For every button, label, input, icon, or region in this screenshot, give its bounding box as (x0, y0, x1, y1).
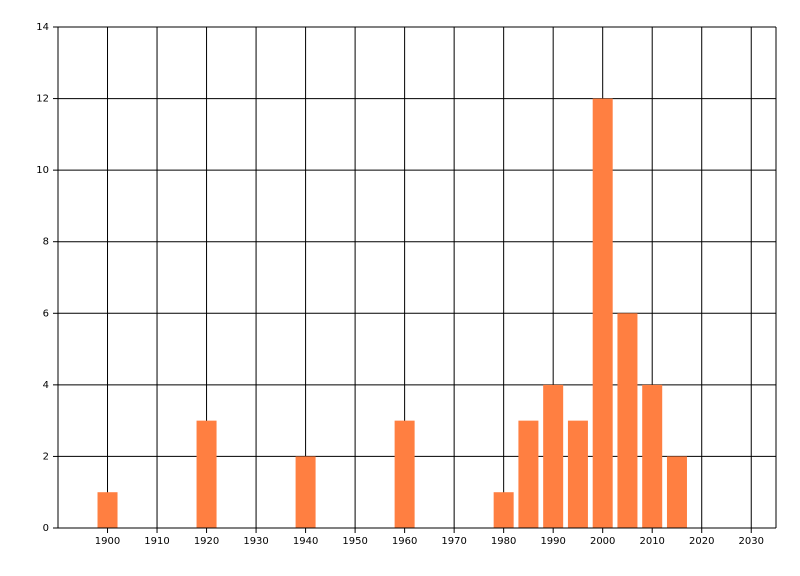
bar (543, 384, 564, 528)
bar (97, 492, 118, 528)
y-tick-label: 0 (43, 523, 49, 534)
bar (518, 420, 539, 528)
x-tick-label: 1910 (144, 536, 169, 547)
y-tick-label: 8 (43, 237, 49, 248)
x-tick-label: 1950 (342, 536, 367, 547)
bar (295, 456, 316, 528)
x-tick-label: 1940 (293, 536, 318, 547)
y-tick-label: 12 (36, 94, 49, 105)
bar (666, 456, 687, 528)
bar (567, 420, 588, 528)
y-tick-label: 14 (36, 22, 49, 33)
bar (642, 384, 663, 528)
bar (493, 492, 514, 528)
x-tick-label: 1970 (441, 536, 466, 547)
x-tick-label: 1900 (95, 536, 120, 547)
bar (394, 420, 415, 528)
x-tick-label: 1990 (540, 536, 565, 547)
y-tick-label: 4 (43, 380, 49, 391)
y-tick-label: 6 (43, 308, 49, 319)
y-tick-label: 10 (36, 165, 49, 176)
x-tick-label: 2030 (739, 536, 764, 547)
y-tick-label: 2 (43, 451, 49, 462)
x-tick-label: 2000 (590, 536, 615, 547)
x-tick-label: 1920 (194, 536, 219, 547)
bar (617, 313, 638, 528)
x-tick-label: 2020 (689, 536, 714, 547)
x-tick-label: 1960 (392, 536, 417, 547)
bar (196, 420, 217, 528)
x-tick-label: 2010 (639, 536, 664, 547)
bar (592, 98, 613, 529)
x-tick-label: 1980 (491, 536, 516, 547)
x-tick-label: 1930 (243, 536, 268, 547)
